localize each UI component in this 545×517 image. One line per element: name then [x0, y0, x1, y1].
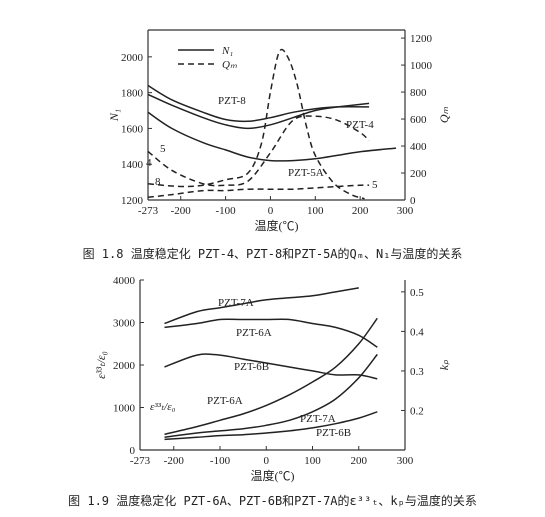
y-tick-label: 1400: [121, 159, 144, 171]
curve-annotation: 5: [372, 179, 378, 191]
y-tick-label: 2000: [121, 52, 144, 64]
x-axis-title: 温度(℃): [251, 468, 295, 483]
y-tick-label: 2000: [113, 360, 136, 372]
curve-annotation: PZT-6B: [316, 427, 351, 439]
y2-axis-title: Qₘ: [437, 106, 451, 123]
x-tick-label: 0: [264, 455, 270, 467]
y2-tick-label: 0.4: [410, 326, 424, 338]
curve-annotation: PZT-6A: [236, 327, 272, 339]
series-pzt-7a-left-solid: [164, 353, 378, 439]
curve-annotation: 5: [160, 143, 166, 155]
y-tick-label: 1600: [121, 123, 144, 135]
y2-tick-label: 1000: [410, 60, 433, 72]
y-tick-label: 3000: [113, 318, 136, 330]
y2-tick-label: 600: [410, 114, 427, 126]
curve-annotation: PZT-7A: [218, 297, 254, 309]
x-tick-label: -200: [164, 455, 185, 467]
curve-annotation: ε³³ₜ/ε₀: [150, 401, 176, 413]
series-pzt-8-right-dashed: [147, 48, 365, 200]
x-tick-label: 100: [307, 205, 324, 217]
y2-axis-title: kₚ: [437, 359, 451, 370]
figure-1-9: -273 -200 -100 0 100 200 300 0 1000 2000 3000 4000 0…: [0, 270, 545, 485]
series-pzt-6b-right-solid: [164, 353, 378, 380]
series-pzt-8-left-solid: [147, 84, 370, 123]
x-tick-label: 0: [268, 205, 274, 217]
y-tick-label: 4000: [113, 275, 136, 287]
legend-label: N₁: [221, 45, 233, 57]
series-pzt-6b-left-solid: [164, 411, 378, 441]
y2-tick-label: 400: [410, 141, 427, 153]
series-pzt-7a-right-solid: [164, 287, 359, 325]
curve-annotation: PZT-5A: [288, 167, 324, 179]
y-axis-title: N₁: [107, 109, 121, 122]
curve-annotation: PZT-6B: [234, 361, 269, 373]
x-tick-label: 300: [397, 205, 414, 217]
x-tick-label: 200: [351, 455, 368, 467]
x-tick-label: 200: [352, 205, 369, 217]
y2-tick-label: 0.3: [410, 366, 424, 378]
series-pzt-5a-right-dashed: [147, 184, 370, 199]
x-axis-title: 温度(℃): [255, 218, 299, 233]
x-tick-label: -273: [130, 455, 151, 467]
y2-tick-label: 0.5: [410, 287, 424, 299]
y-tick-label: 1000: [113, 403, 136, 415]
caption-figure-1-8: 图 1.8 温度稳定化 PZT-4、PZT-8和PZT-5A的Qₘ、N₁与温度的…: [82, 247, 463, 261]
curve-annotation: PZT-4: [346, 119, 374, 131]
series-pzt-6a-left-solid: [164, 317, 378, 436]
y2-tick-label: 0: [410, 195, 416, 207]
figure-1-8: -273 -200 -100 0 100 200 300 1200 1400 1600 1800 20…: [0, 0, 545, 240]
legend-label: Qₘ: [222, 59, 237, 71]
curve-annotation: PZT-8: [218, 95, 246, 107]
curve-annotation: 8: [155, 176, 161, 188]
x-tick-label: -273: [138, 205, 159, 217]
caption-figure-1-9: 图 1.9 温度稳定化 PZT-6A、PZT-6B和PZT-7A的ε³³ₜ、kₚ…: [68, 494, 477, 508]
y2-tick-label: 0.2: [410, 405, 424, 417]
x-tick-label: 100: [304, 455, 321, 467]
chart-nq-vs-temperature: -273 -200 -100 0 100 200 300 1200 1400 1600 1800 20…: [107, 29, 451, 233]
y2-tick-label: 1200: [410, 33, 433, 45]
y2-tick-label: 800: [410, 87, 427, 99]
y-tick-label: 1800: [121, 88, 144, 100]
series-pzt-5a-left-solid: [147, 111, 397, 162]
series-pzt-6a-right-solid: [164, 318, 378, 348]
x-tick-label: 300: [397, 455, 414, 467]
x-tick-label: -200: [171, 205, 192, 217]
chart-eps-kp-vs-temperature: -273 -200 -100 0 100 200 300010002000300040000…: [94, 275, 451, 483]
y-tick-label: 0: [130, 445, 136, 457]
y-axis-title: ε³³ₜ/ε₀: [94, 351, 108, 379]
y-tick-label: 1200: [121, 195, 144, 207]
curve-annotation: PZT-6A: [207, 395, 243, 407]
y2-tick-label: 200: [410, 168, 427, 180]
curve-annotation: 4: [146, 157, 152, 169]
x-tick-label: -100: [210, 455, 231, 467]
curve-annotation: PZT-7A: [300, 413, 336, 425]
series-pzt-4-right-dashed: [147, 115, 370, 187]
series-pzt-4-left-solid: [147, 93, 370, 130]
x-tick-label: -100: [216, 205, 237, 217]
